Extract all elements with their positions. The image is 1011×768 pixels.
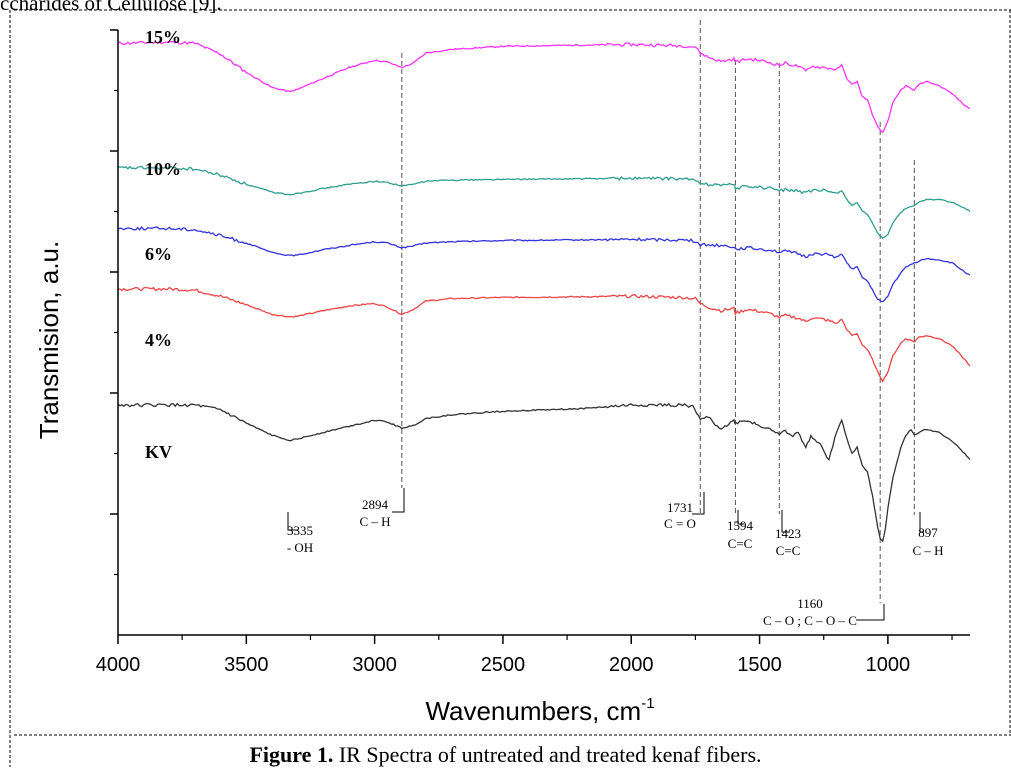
- x-tick-label-2500: 2500: [481, 654, 526, 676]
- top-cut-text: ccharides of Cellulose [9].: [0, 0, 222, 15]
- annotation-wavenumber-1731: 1731: [667, 500, 693, 515]
- x-tick-label-3500: 3500: [224, 654, 269, 676]
- series-line-10%: [117, 165, 971, 240]
- reference-lines: [401, 20, 915, 603]
- caption-label: Figure 1.: [249, 742, 334, 767]
- annotation-group-1423: C=C: [776, 543, 801, 558]
- annotation-leader: [392, 488, 405, 513]
- series-label-6%: 6%: [145, 244, 172, 264]
- annotation-group-897: C – H: [912, 543, 943, 558]
- annotation-leader: [781, 510, 790, 533]
- series-label-KV: KV: [145, 442, 172, 462]
- series-line-15%: [117, 40, 971, 134]
- annotation-leader: [856, 604, 885, 621]
- x-tick-label-1000: 1000: [866, 654, 911, 676]
- x-axis-label-text: Wavenumbers, cm: [425, 696, 641, 726]
- annotation-leader: [737, 510, 744, 525]
- annotation-wavenumber-1160: 1160: [797, 596, 823, 611]
- annotation-group-2894: C – H: [359, 514, 390, 529]
- annotation-leader: [287, 512, 298, 531]
- axes-layer: 4000 3500 3000 2500 2000 1500 1000: [96, 29, 970, 676]
- x-tick-label-3000: 3000: [352, 654, 397, 676]
- figure-caption: Figure 1. IR Spectra of untreated and tr…: [0, 742, 1011, 768]
- annotation-wavenumber-897: 897: [918, 525, 938, 540]
- y-axis-label: Transmision, a.u.: [34, 241, 64, 439]
- annotation-group-1731: C = O: [664, 516, 696, 531]
- series-line-4%: [117, 286, 971, 383]
- annotation-leader: [919, 512, 924, 533]
- annotation-group-3335: - OH: [287, 540, 313, 555]
- series-line-KV: [117, 402, 971, 543]
- series-label-15%: 15%: [145, 27, 181, 47]
- annotation-leader: [692, 492, 705, 515]
- series-line-6%: [117, 225, 971, 303]
- annotation-group-1160: C – O ; C – O – C: [763, 613, 857, 628]
- x-axis-label: Wavenumbers, cm-1: [425, 695, 654, 726]
- annotation-wavenumber-3335: 3335: [287, 523, 313, 538]
- series-layer: [117, 40, 971, 543]
- annotation-wavenumber-1594: 1594: [727, 518, 754, 533]
- annotation-wavenumber-2894: 2894: [362, 497, 389, 512]
- x-tick-label-2000: 2000: [609, 654, 654, 676]
- labels-layer: 15% 10% 6% 4% KV: [145, 27, 181, 462]
- annotation-wavenumber-1423: 1423: [775, 526, 801, 541]
- x-tick-label-1500: 1500: [737, 654, 782, 676]
- series-label-10%: 10%: [145, 159, 181, 179]
- x-tick-label-4000: 4000: [96, 654, 141, 676]
- x-axis-label-superscript: -1: [641, 695, 654, 712]
- series-label-4%: 4%: [145, 330, 172, 350]
- annotation-group-1594: C=C: [728, 536, 753, 551]
- caption-text: IR Spectra of untreated and treated kena…: [333, 742, 762, 767]
